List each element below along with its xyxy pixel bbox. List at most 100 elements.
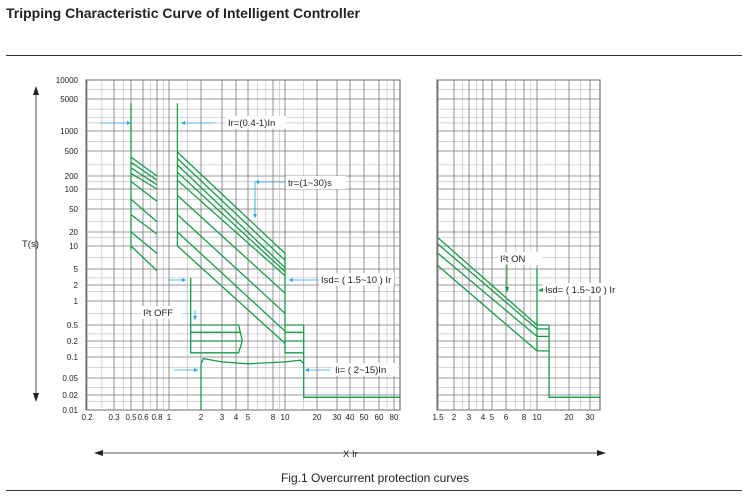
x-tick-label: 0.2 (81, 413, 93, 422)
arrow-tr-h-head (255, 180, 259, 184)
curve-ir-min-bands (130, 180, 158, 202)
divider-top (6, 55, 742, 56)
arrow-ir-left-head (127, 121, 131, 125)
y-tick-label: 20 (69, 228, 78, 237)
curve-ir-min-bands (130, 161, 158, 181)
x-tick-label: 0.3 (108, 413, 120, 422)
label-i2t-on-bg (498, 252, 542, 265)
x-tick-label: 0.6 (137, 413, 149, 422)
arrow-isd-min-head (182, 278, 186, 282)
x-tick-label: 0.5 (125, 413, 137, 422)
y-tick-label: 1000 (60, 127, 78, 136)
x-tick-label: 3 (467, 413, 472, 422)
label-ir-bg (226, 116, 286, 129)
curve-i2t-bands (437, 237, 538, 326)
x-tick-label: 5 (246, 413, 251, 422)
y-tick-label: 100 (65, 185, 79, 194)
arrow-isd-right-head (538, 288, 543, 292)
y-tick-label: 500 (65, 147, 79, 156)
figure-caption: Fig.1 Overcurrent protection curves (280, 471, 470, 485)
arrow-left-icon (94, 450, 103, 456)
arrow-ii-left-head (194, 368, 198, 372)
x-tick-label: 20 (565, 413, 574, 422)
x-tick-label: 10 (281, 413, 290, 422)
curve-tr-bands (176, 158, 286, 261)
x-tick-label: 4 (481, 413, 486, 422)
label-i2t-on: I²t ON (500, 254, 525, 265)
arrow-i2t-on-head (505, 287, 509, 293)
label-tr: tr=(1~30)s (288, 178, 332, 189)
arrow-tr-down-head (253, 214, 257, 218)
y-tick-label: 2 (74, 281, 79, 290)
x-tick-label: 8 (271, 413, 276, 422)
curve-tr-bands (176, 245, 286, 344)
x-tick-label: 4 (234, 413, 239, 422)
arrow-right-icon (597, 450, 606, 456)
arrow-ir-right-head (181, 121, 185, 125)
label-isd-bg (319, 273, 394, 286)
curve-ir-min-bands (130, 198, 158, 223)
y-tick-label: 5 (74, 265, 79, 274)
x-tick-label: 3 (220, 413, 225, 422)
curve-i2t-bands (437, 265, 538, 352)
label-ii-bg (333, 363, 398, 376)
x-tick-label: 60 (375, 413, 384, 422)
label-isd-right: Isd= ( 1.5~10 ) Ir (545, 285, 615, 296)
curve-i2t-bands (437, 243, 538, 330)
x-tick-label: 10 (533, 413, 542, 422)
x-tick-label: 20 (313, 413, 322, 422)
page-title: Tripping Characteristic Curve of Intelli… (6, 5, 360, 21)
y-tick-label: 200 (65, 172, 79, 181)
plot-frame-1 (436, 79, 601, 411)
x-tick-label: 8 (522, 413, 527, 422)
arrow-down-icon (33, 393, 39, 402)
x-tick-label: 6 (504, 413, 509, 422)
curve-ir-min-bands (130, 245, 158, 272)
curve-tr-bands (176, 231, 286, 332)
label-ii: Ii= ( 2~15)In (335, 365, 386, 376)
label-isd: Isd= ( 1.5~10 ) Ir (321, 275, 391, 286)
label-i2t-off-bg (141, 306, 181, 319)
x-tick-label: 2 (199, 413, 204, 422)
label-isd-right-bg (543, 283, 601, 296)
plot-frame-0 (85, 79, 401, 411)
arrow-up-icon (33, 86, 39, 95)
y-tick-label: 10000 (56, 76, 79, 85)
curve-tr-bands (176, 194, 286, 294)
curve-tr-bands (176, 179, 286, 277)
y-tick-label: 10 (69, 242, 78, 251)
curve-ii (200, 357, 305, 410)
curve-i2t-bands (437, 252, 538, 337)
y-tick-label: 0.1 (67, 353, 79, 362)
y-tick-label: 0.5 (67, 321, 79, 330)
arrow-ii-right-head (305, 368, 309, 372)
x-tick-label: 0.8 (151, 413, 163, 422)
curve-ir-min-bands (130, 231, 158, 254)
x-tick-label: 5 (490, 413, 495, 422)
curve-ir-min-bands (130, 167, 158, 186)
x-axis-label: X Ir (343, 449, 358, 460)
divider-bottom (6, 490, 742, 491)
arrow-isd-head (289, 278, 293, 282)
curve-tr-bands (176, 164, 286, 269)
x-tick-label: 50 (360, 413, 369, 422)
y-tick-label: 0.01 (62, 406, 78, 415)
label-ir: Ir=(0.4-1)In (228, 118, 275, 129)
curve-tr-bands (176, 214, 286, 314)
label-tr-bg (286, 176, 346, 189)
x-tick-label: 30 (333, 413, 342, 422)
y-tick-label: 0.05 (62, 374, 78, 383)
y-tick-label: 50 (69, 205, 78, 214)
x-tick-label: 1 (167, 413, 172, 422)
arrow-i2t-off-head (193, 316, 197, 320)
x-tick-label: 1.5 (432, 413, 444, 422)
y-tick-label: 0.2 (67, 337, 79, 346)
curve-ir-min-bands (130, 214, 158, 235)
x-tick-label: 2 (452, 413, 457, 422)
curve-ir-min-bands (130, 172, 158, 190)
curve-isd-min (190, 277, 243, 354)
x-tick-label: 30 (586, 413, 595, 422)
label-i2t-off: I²t OFF (143, 308, 173, 319)
curve-tr-bands (176, 171, 286, 273)
